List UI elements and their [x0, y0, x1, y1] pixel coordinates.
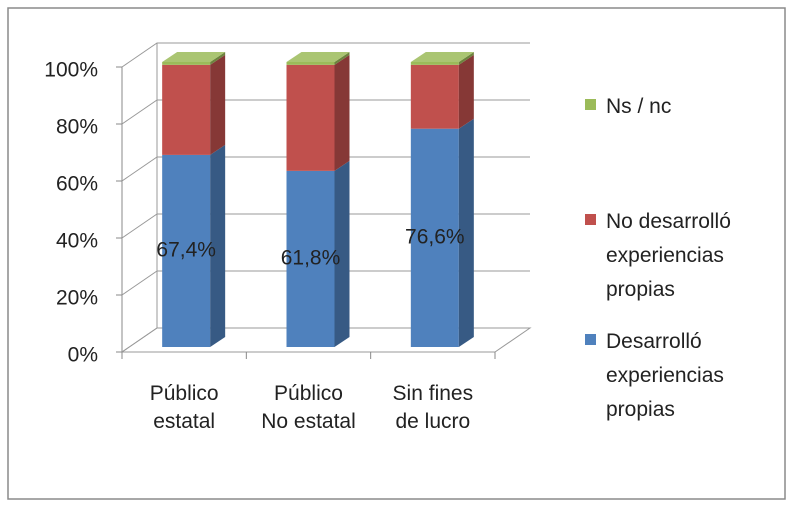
grid-line — [121, 99, 530, 125]
bar-segment — [286, 62, 335, 65]
bar-top — [286, 52, 350, 62]
bar-side — [334, 160, 350, 347]
bar-segment — [162, 64, 211, 155]
grid-line — [121, 270, 530, 296]
y-tick-label: 60% — [56, 173, 98, 196]
legend-label: Ns / nc — [606, 95, 672, 118]
grid-line — [121, 327, 530, 353]
bar-side — [458, 118, 474, 347]
bar-segment — [410, 64, 459, 129]
bar-segment — [162, 62, 211, 65]
data-label: 76,6% — [405, 225, 465, 248]
grid-line — [121, 42, 530, 68]
bar-segment — [410, 128, 459, 347]
y-tick-label: 0% — [68, 344, 98, 367]
bar-segment — [162, 154, 211, 347]
bar-side — [334, 54, 350, 171]
bar-side — [210, 144, 226, 347]
bar-side — [210, 52, 226, 65]
bar-top — [410, 52, 474, 62]
legend-label: No desarrolló experiencias propias — [606, 210, 731, 301]
bar-side — [458, 52, 474, 65]
x-tick-label: Público estatal — [149, 382, 219, 433]
bar-side — [458, 54, 474, 129]
bar-segment — [286, 170, 335, 347]
legend-swatch — [585, 99, 596, 110]
legend-swatch — [585, 334, 596, 345]
x-tick-label: Público No estatal — [261, 382, 356, 433]
grid-line — [121, 156, 530, 182]
bar-side — [210, 54, 226, 155]
bar-segment — [286, 64, 335, 171]
legend-item: Ns / nc — [585, 90, 766, 124]
x-tick-label: Sin fines de lucro — [392, 382, 474, 433]
y-tick-label: 40% — [56, 230, 98, 253]
y-tick-label: 80% — [56, 116, 98, 139]
chart-border — [7, 7, 786, 500]
legend-swatch — [585, 214, 596, 225]
legend-item: Desarrolló experiencias propias — [585, 325, 766, 427]
y-tick-label: 100% — [44, 59, 98, 82]
bar-segment — [410, 62, 459, 65]
data-label: 67,4% — [156, 239, 216, 262]
bar-top — [162, 52, 226, 62]
legend-label: Desarrolló experiencias propias — [606, 330, 724, 421]
data-label: 61,8% — [281, 246, 341, 269]
legend-item: No desarrolló experiencias propias — [585, 205, 766, 307]
y-tick-label: 20% — [56, 287, 98, 310]
grid-line — [121, 213, 530, 239]
bar-side — [334, 52, 350, 65]
